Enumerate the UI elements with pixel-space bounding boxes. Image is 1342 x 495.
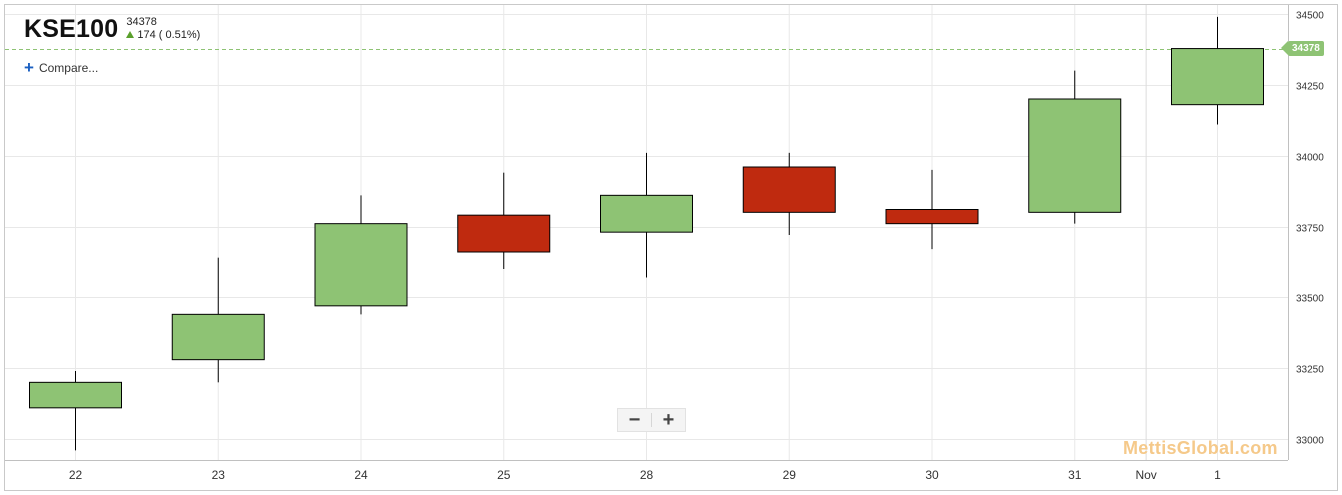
x-tick-label: 31 bbox=[1068, 468, 1082, 482]
last-value: 34378 bbox=[126, 16, 157, 28]
zoom-out-button[interactable]: − bbox=[628, 409, 641, 431]
candle-body-up bbox=[1171, 48, 1264, 106]
x-tick-label: 29 bbox=[783, 468, 797, 482]
zoom-divider bbox=[651, 413, 652, 427]
y-tick-label: 33250 bbox=[1296, 365, 1324, 376]
last-price-tag: 34378 bbox=[1281, 41, 1324, 56]
y-tick-label: 34000 bbox=[1296, 153, 1324, 164]
change-row: 174 ( 0.51%) bbox=[126, 29, 200, 42]
candle-body-up bbox=[29, 381, 122, 409]
x-tick-label: 28 bbox=[640, 468, 654, 482]
ticker-symbol: KSE100 bbox=[24, 15, 119, 43]
candle-body-down bbox=[885, 209, 979, 225]
y-tick-label: 33750 bbox=[1296, 224, 1324, 235]
x-tick-label: 22 bbox=[69, 468, 83, 482]
x-tick-label: 23 bbox=[212, 468, 226, 482]
candle-body-down bbox=[457, 214, 551, 253]
month-label: Nov bbox=[1135, 468, 1156, 482]
up-arrow-icon bbox=[126, 31, 135, 38]
candle-body-down bbox=[742, 166, 836, 213]
x-tick-label: 30 bbox=[925, 468, 939, 482]
candle-body-up bbox=[600, 194, 693, 233]
change-text: 174 ( 0.51%) bbox=[137, 29, 201, 41]
zoom-controls: − + bbox=[617, 408, 686, 432]
compare-label: Compare... bbox=[38, 61, 99, 75]
candle-body-up bbox=[171, 313, 265, 361]
x-tick-label: 24 bbox=[354, 468, 368, 482]
y-tick-label: 33500 bbox=[1296, 294, 1324, 305]
y-tick-label: 34500 bbox=[1296, 11, 1324, 22]
candle-body-up bbox=[1028, 98, 1122, 213]
candle-body-up bbox=[314, 223, 408, 307]
quote-block: 34378 174 ( 0.51%) bbox=[126, 16, 200, 42]
compare-button[interactable]: + Compare... bbox=[24, 58, 99, 77]
x-tick-label: 1 bbox=[1214, 468, 1221, 482]
x-tick-label: 25 bbox=[497, 468, 511, 482]
y-tick-label: 34250 bbox=[1296, 82, 1324, 93]
plus-icon: + bbox=[24, 58, 34, 77]
watermark-logo: MettisGlobal.com bbox=[1123, 438, 1278, 458]
y-tick-label: 33000 bbox=[1296, 436, 1324, 447]
quote-header: KSE100 34378 174 ( 0.51%) bbox=[24, 14, 200, 44]
zoom-in-button[interactable]: + bbox=[662, 409, 675, 431]
